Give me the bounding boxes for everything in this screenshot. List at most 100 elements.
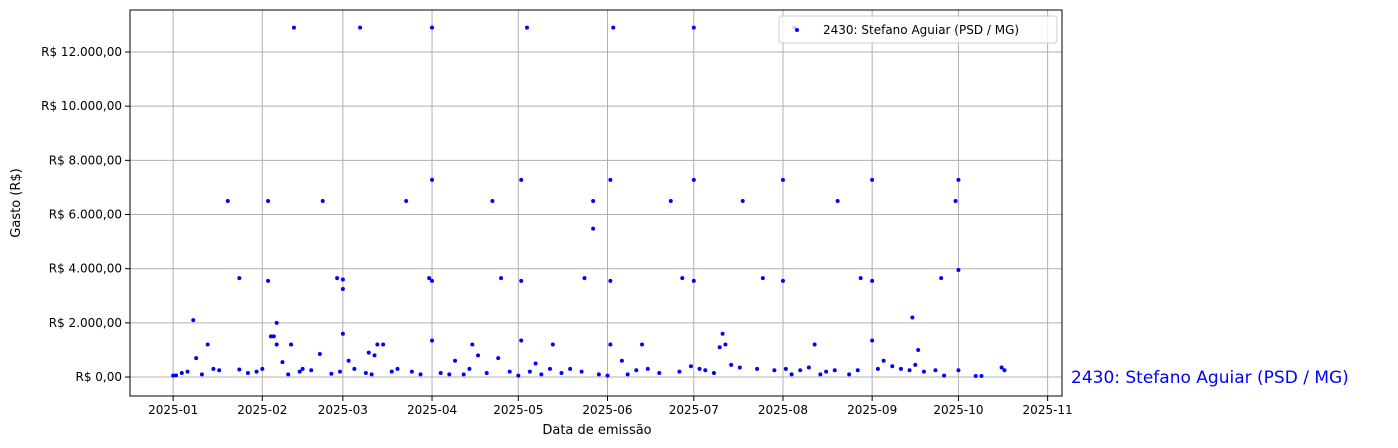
- point: [404, 198, 409, 203]
- point: [910, 315, 915, 320]
- point: [737, 365, 742, 370]
- point: [691, 278, 696, 283]
- x-tick-label: 2025-09: [847, 403, 897, 417]
- point: [605, 373, 610, 378]
- point: [832, 368, 837, 373]
- point: [668, 198, 673, 203]
- point: [533, 361, 538, 366]
- point: [453, 358, 458, 363]
- point: [591, 226, 596, 231]
- x-tick-label: 2025-10: [933, 403, 983, 417]
- point: [956, 177, 961, 182]
- point: [855, 368, 860, 373]
- point: [956, 368, 961, 373]
- point: [760, 276, 765, 281]
- point: [824, 369, 829, 374]
- point: [875, 366, 880, 371]
- point: [340, 331, 345, 336]
- point: [519, 278, 524, 283]
- x-tick-label: 2025-11: [1023, 403, 1073, 417]
- point: [973, 373, 978, 378]
- x-tick-label: 2025-04: [407, 403, 457, 417]
- point: [237, 276, 242, 281]
- point: [389, 369, 394, 374]
- point: [430, 25, 435, 30]
- y-tick-label: R$ 6.000,00: [49, 208, 122, 222]
- point: [496, 356, 501, 361]
- plot-frame: [129, 9, 1063, 397]
- y-tick-label: R$ 2.000,00: [49, 316, 122, 330]
- point: [260, 366, 265, 371]
- point: [755, 366, 760, 371]
- point: [286, 372, 291, 377]
- point: [340, 277, 345, 282]
- point: [438, 370, 443, 375]
- point: [870, 177, 875, 182]
- point: [697, 366, 702, 371]
- point: [225, 198, 230, 203]
- point: [430, 278, 435, 283]
- point: [806, 365, 811, 370]
- point: [640, 342, 645, 347]
- point: [611, 25, 616, 30]
- point: [171, 373, 176, 378]
- point: [381, 342, 386, 347]
- point: [547, 366, 552, 371]
- point: [942, 373, 947, 378]
- point: [913, 362, 918, 367]
- point: [366, 350, 371, 355]
- point: [723, 342, 728, 347]
- point: [274, 320, 279, 325]
- legend-label: 2430: Stefano Aguiar (PSD / MG): [823, 23, 1019, 37]
- point: [199, 372, 204, 377]
- point: [430, 177, 435, 182]
- point: [579, 369, 584, 374]
- point: [625, 372, 630, 377]
- point: [309, 368, 314, 373]
- point: [772, 368, 777, 373]
- point: [484, 370, 489, 375]
- point: [516, 373, 521, 378]
- point: [470, 342, 475, 347]
- point: [999, 365, 1004, 370]
- point: [430, 338, 435, 343]
- point: [291, 25, 296, 30]
- point: [677, 369, 682, 374]
- y-tick-label: R$ 8.000,00: [49, 153, 122, 167]
- point: [858, 276, 863, 281]
- point: [812, 342, 817, 347]
- point: [539, 372, 544, 377]
- point: [717, 345, 722, 350]
- point: [476, 353, 481, 358]
- point: [619, 358, 624, 363]
- point: [933, 368, 938, 373]
- x-axis-label: Data de emissão: [542, 423, 651, 438]
- point: [559, 370, 564, 375]
- y-tick-label: R$ 4.000,00: [49, 262, 122, 276]
- point: [271, 334, 276, 339]
- point: [780, 278, 785, 283]
- y-tick-label: R$ 10.000,00: [41, 99, 122, 113]
- point: [740, 198, 745, 203]
- point: [1002, 368, 1007, 373]
- point: [527, 369, 532, 374]
- point: [245, 370, 250, 375]
- point: [680, 276, 685, 281]
- point: [335, 276, 340, 281]
- point: [783, 366, 788, 371]
- point: [691, 25, 696, 30]
- point: [818, 372, 823, 377]
- point: [720, 331, 725, 336]
- point: [337, 369, 342, 374]
- point: [608, 278, 613, 283]
- point: [979, 373, 984, 378]
- point: [320, 198, 325, 203]
- point: [174, 373, 179, 378]
- point: [461, 372, 466, 377]
- point: [798, 368, 803, 373]
- point: [657, 370, 662, 375]
- point: [266, 278, 271, 283]
- point: [703, 368, 708, 373]
- point: [939, 276, 944, 281]
